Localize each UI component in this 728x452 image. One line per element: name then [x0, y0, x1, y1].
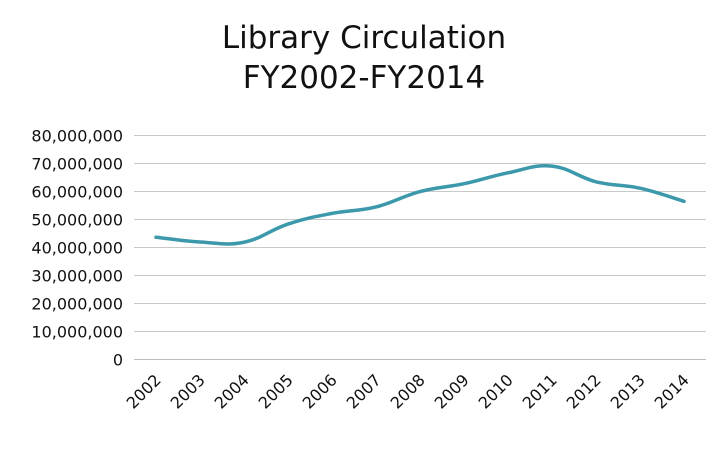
y-tick-label: 50,000,000 — [31, 211, 123, 230]
gridlines — [134, 135, 706, 360]
y-tick-label: 10,000,000 — [31, 323, 123, 342]
x-tick-label: 2014 — [651, 370, 693, 412]
x-tick-label: 2010 — [475, 370, 517, 412]
x-tick-label: 2002 — [123, 370, 165, 412]
x-tick-label: 2013 — [607, 370, 649, 412]
chart-title-line-2: FY2002-FY2014 — [242, 60, 486, 96]
y-tick-label: 60,000,000 — [31, 183, 123, 202]
x-tick-label: 2011 — [519, 370, 561, 412]
x-tick-label: 2008 — [387, 370, 429, 412]
x-tick-label: 2004 — [211, 370, 253, 412]
y-tick-label: 0 — [113, 351, 123, 370]
chart-title-line-1: Library Circulation — [221, 20, 507, 56]
series-line — [154, 163, 686, 246]
series-lines — [154, 163, 686, 246]
y-tick-label: 80,000,000 — [31, 127, 123, 146]
x-tick-label: 2003 — [167, 370, 209, 412]
x-tick-label: 2007 — [343, 370, 385, 412]
x-tick-label: 2005 — [255, 370, 297, 412]
y-tick-label: 70,000,000 — [31, 155, 123, 174]
y-tick-label: 30,000,000 — [31, 267, 123, 286]
y-tick-label: 20,000,000 — [31, 295, 123, 314]
x-tick-label: 2009 — [431, 370, 473, 412]
x-axis-tick-labels: 2002 2003 2004 2005 2006 2007 2008 2009 2010 2011… — [123, 370, 693, 412]
x-tick-label: 2006 — [299, 370, 341, 412]
x-tick-label: 2012 — [563, 370, 605, 412]
chart-title: Library Circulation FY2002-FY2014 — [0, 18, 728, 98]
y-tick-label: 40,000,000 — [31, 239, 123, 258]
y-axis-tick-labels: 0 10,000,000 20,000,000 30,000,000 40,000,00… — [31, 127, 123, 370]
